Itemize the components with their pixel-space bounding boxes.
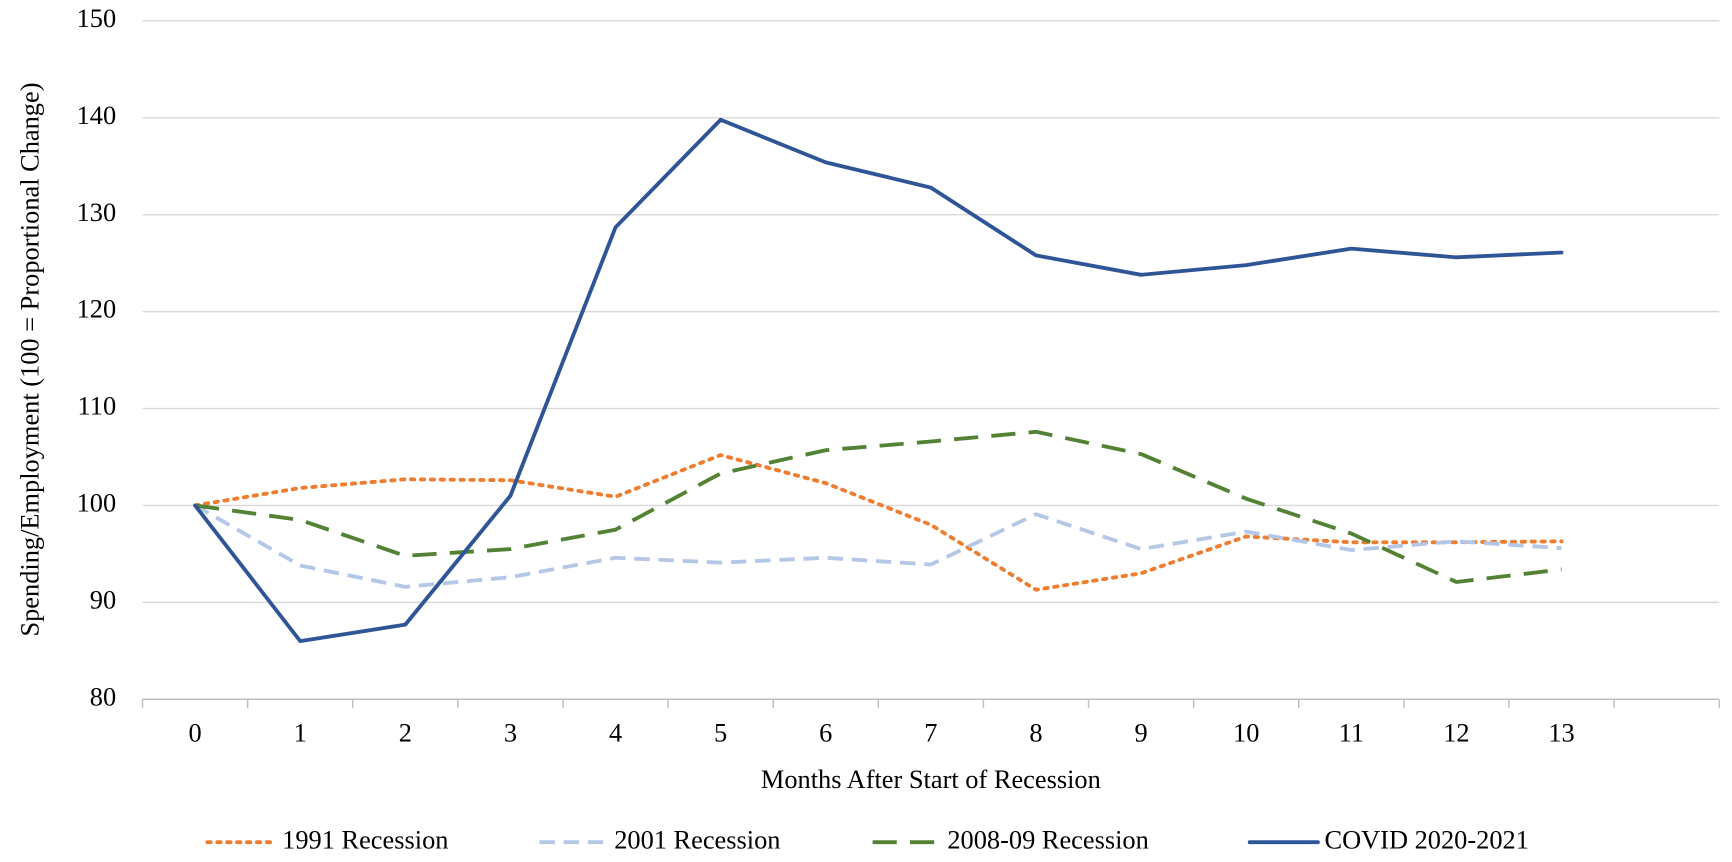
x-tick-label: 8 <box>1029 718 1042 748</box>
x-tick-label: 10 <box>1233 718 1259 748</box>
x-axis-title: Months After Start of Recession <box>761 764 1101 794</box>
x-tick-label: 13 <box>1548 718 1574 748</box>
x-tick-label: 0 <box>188 718 201 748</box>
series-line <box>193 117 1564 644</box>
y-tick-label: 90 <box>90 584 116 614</box>
x-tick-label: 5 <box>714 718 727 748</box>
x-tick-label: 7 <box>924 718 937 748</box>
y-tick-label: 120 <box>77 294 117 324</box>
y-axis-title: Spending/Employment (100 = Proportional … <box>15 83 45 637</box>
y-tick-label: 140 <box>77 100 117 130</box>
x-tick-label: 6 <box>819 718 832 748</box>
x-tick-label: 3 <box>504 718 517 748</box>
x-tick-label: 11 <box>1339 718 1364 748</box>
series-line <box>194 503 1562 589</box>
legend-label: 2001 Recession <box>614 824 780 854</box>
y-tick-label: 150 <box>77 3 117 33</box>
series-line <box>193 453 1564 592</box>
x-tick-label: 12 <box>1443 718 1469 748</box>
x-tick-label: 4 <box>609 718 622 748</box>
legend-label: 1991 Recession <box>282 824 448 854</box>
y-tick-label: 110 <box>78 391 117 421</box>
x-tick-label: 1 <box>294 718 307 748</box>
x-tick-label: 9 <box>1134 718 1147 748</box>
x-tick-label: 2 <box>399 718 412 748</box>
y-tick-label: 80 <box>90 681 116 711</box>
series-line <box>194 429 1562 584</box>
legend-label: COVID 2020-2021 <box>1324 824 1528 854</box>
y-tick-label: 100 <box>77 487 117 517</box>
y-tick-label: 130 <box>77 197 117 227</box>
legend-label: 2008-09 Recession <box>947 824 1148 854</box>
